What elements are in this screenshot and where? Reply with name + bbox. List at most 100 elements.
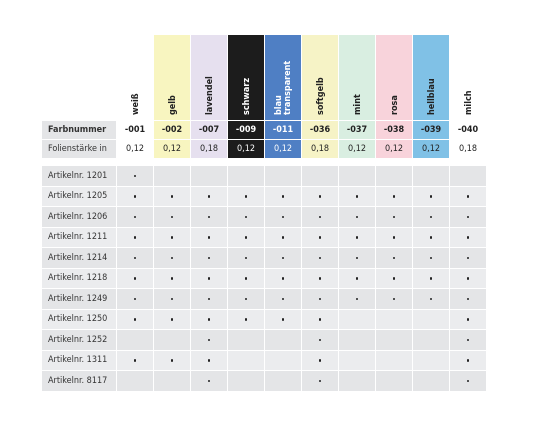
article-cell [228, 207, 264, 227]
availability-dot [318, 256, 322, 259]
availability-dot [429, 236, 433, 239]
availability-dot [133, 277, 137, 280]
article-cell [154, 186, 190, 206]
availability-dot [318, 277, 322, 280]
article-cell [154, 330, 190, 350]
availability-dot [133, 297, 137, 300]
availability-dot [170, 297, 174, 300]
article-cell [191, 309, 227, 329]
availability-dot [281, 195, 285, 198]
article-cell [413, 268, 449, 288]
article-cell [265, 268, 301, 288]
availability-dot [133, 215, 137, 218]
column-label: softgelb [315, 77, 326, 115]
article-cell [339, 289, 375, 309]
article-cell [191, 207, 227, 227]
availability-dot [281, 277, 285, 280]
color-swatch [191, 35, 227, 120]
availability-dot [392, 236, 396, 239]
article-cell [191, 166, 227, 186]
article-cell [191, 248, 227, 268]
availability-dot [244, 277, 248, 280]
availability-dot [281, 256, 285, 259]
color-swatch [117, 35, 153, 120]
color-swatch [228, 35, 264, 120]
article-cell [339, 350, 375, 370]
availability-dot [133, 236, 137, 239]
column-label: rosa [389, 95, 400, 115]
availability-dot [244, 297, 248, 300]
availability-dot [466, 256, 470, 259]
availability-dot [281, 318, 285, 321]
article-cell [339, 371, 375, 391]
article-cell [450, 207, 486, 227]
availability-dot [466, 359, 470, 362]
article-cell [228, 186, 264, 206]
article-cell [302, 289, 338, 309]
article-label: Artikelnr. 1311 [42, 350, 116, 370]
article-cell [117, 330, 153, 350]
row-label: Folienstärke in [42, 140, 116, 158]
column-label: weiß [130, 93, 141, 115]
article-cell [117, 371, 153, 391]
article-label: Artikelnr. 1252 [42, 330, 116, 350]
header-cell: 0,12 [339, 140, 375, 158]
availability-dot [133, 195, 137, 198]
availability-dot [133, 359, 137, 362]
availability-dot [318, 215, 322, 218]
article-cell [191, 330, 227, 350]
color-swatch [302, 35, 338, 120]
article-cell [302, 309, 338, 329]
availability-dot [355, 277, 359, 280]
availability-dot [466, 318, 470, 321]
availability-dot [429, 256, 433, 259]
availability-dot [281, 236, 285, 239]
availability-dot [466, 297, 470, 300]
availability-dot [170, 236, 174, 239]
header-cell: -001 [117, 121, 153, 139]
availability-dot [392, 256, 396, 259]
column-label: milch [463, 90, 474, 115]
article-cell [191, 227, 227, 247]
availability-dot [392, 215, 396, 218]
article-label: Artikelnr. 1201 [42, 166, 116, 186]
article-cell [376, 371, 412, 391]
article-label: Artikelnr. 1250 [42, 309, 116, 329]
column-label: hellblau [426, 78, 437, 115]
article-cell [117, 309, 153, 329]
article-cell [302, 186, 338, 206]
article-cell [450, 350, 486, 370]
article-cell [265, 227, 301, 247]
article-cell [302, 166, 338, 186]
article-cell [339, 166, 375, 186]
article-cell [302, 268, 338, 288]
header-cell: -002 [154, 121, 190, 139]
availability-dot [170, 256, 174, 259]
header-cell: -036 [302, 121, 338, 139]
row-label: Farbnummer [42, 121, 116, 139]
availability-dot [207, 236, 211, 239]
availability-dot [244, 318, 248, 321]
article-cell [450, 289, 486, 309]
header-cell: -038 [376, 121, 412, 139]
article-cell [154, 248, 190, 268]
availability-dot [466, 236, 470, 239]
article-label: Artikelnr. 1211 [42, 227, 116, 247]
article-cell [302, 371, 338, 391]
availability-dot [318, 318, 322, 321]
column-label: mint [352, 94, 363, 115]
availability-dot [466, 215, 470, 218]
article-cell [117, 186, 153, 206]
column-label: blau transparent [273, 60, 293, 115]
article-cell [117, 289, 153, 309]
availability-dot [207, 379, 211, 382]
article-cell [191, 186, 227, 206]
article-cell [191, 371, 227, 391]
article-cell [117, 268, 153, 288]
header-cell: 0,12 [154, 140, 190, 158]
article-cell [228, 268, 264, 288]
availability-dot [466, 277, 470, 280]
availability-dot [207, 256, 211, 259]
article-cell [376, 268, 412, 288]
article-cell [450, 227, 486, 247]
